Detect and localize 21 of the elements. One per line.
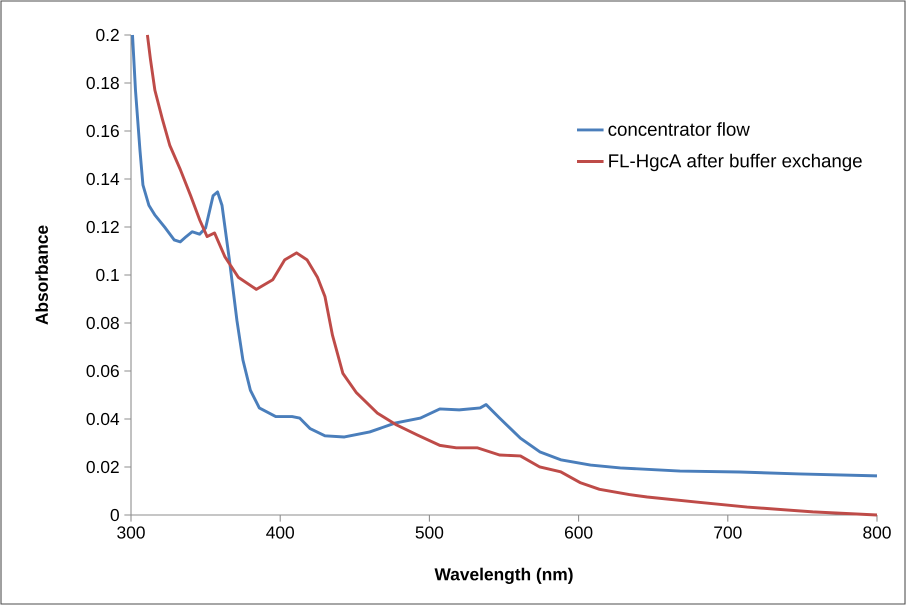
y-tick-label: 0.2 [96, 28, 119, 42]
y-tick-label: 0.12 [86, 220, 119, 234]
y-tick-label: 0.16 [86, 124, 119, 138]
y-tick-label: 0.18 [86, 76, 119, 90]
x-tick-label: 500 [416, 526, 444, 539]
x-tick-label: 400 [266, 526, 294, 539]
legend-label: FL-HgcA after buffer exchange [609, 154, 862, 172]
y-tick-label: 0 [110, 508, 119, 522]
y-tick-label: 0.14 [86, 172, 120, 186]
y-tick-label: 0.1 [96, 268, 119, 282]
y-tick-label: 0.08 [86, 316, 119, 330]
y-tick-label: 0.04 [86, 412, 120, 426]
legend-label: concentrator flow [608, 122, 750, 136]
x-tick-label: 300 [117, 526, 145, 539]
x-axis-title: Wavelength (nm) [434, 568, 573, 584]
x-tick-label: 600 [565, 526, 592, 539]
x-tick-label: 800 [863, 526, 891, 539]
y-axis-title: Absorbance [35, 225, 48, 325]
y-tick-label: 0.06 [86, 364, 119, 378]
x-tick-label: 700 [714, 526, 742, 539]
y-tick-label: 0.02 [86, 460, 119, 474]
